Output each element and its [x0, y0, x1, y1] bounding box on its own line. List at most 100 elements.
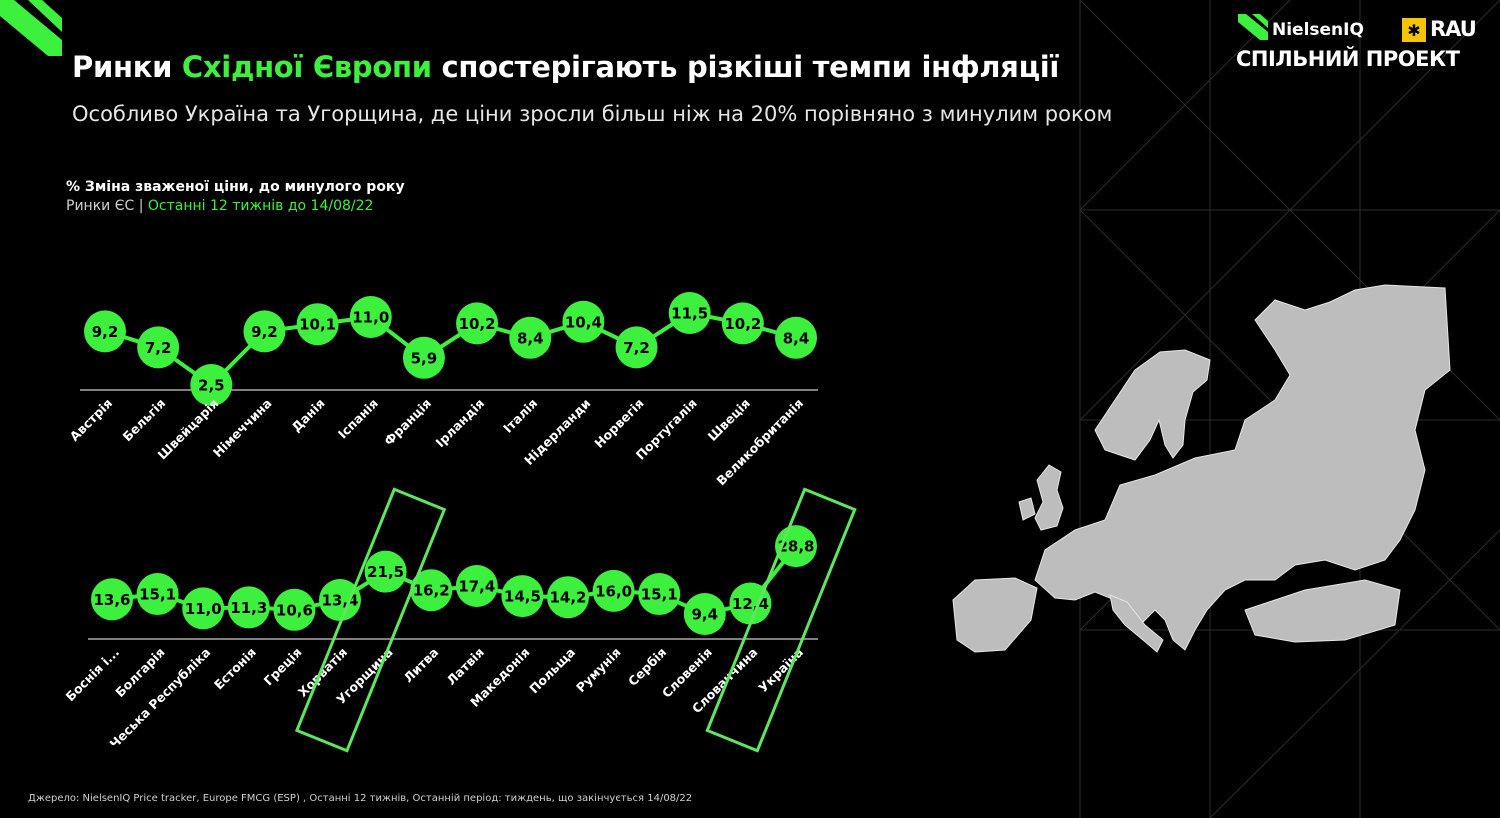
data-label: 9,2 [92, 323, 119, 341]
chart-eastern-europe: 13,6 15,1 11,0 11,3 10,6 13,4 21,5 16,2 17,4 14,5… [62, 487, 857, 753]
data-point [410, 569, 453, 612]
data-point [683, 593, 726, 635]
data-point [243, 310, 286, 353]
category-label: Франція [381, 396, 434, 449]
data-point [562, 300, 605, 343]
data-point [456, 302, 499, 345]
data-point [319, 579, 361, 621]
data-label: 5,9 [411, 349, 438, 367]
data-label: 7,2 [623, 339, 650, 357]
data-point [721, 302, 764, 345]
data-label: 16,0 [595, 582, 632, 600]
data-label: 28,8 [777, 538, 814, 556]
data-label: 10,4 [565, 313, 602, 331]
map-italy [1109, 594, 1164, 653]
title-highlight: Східної Європи [181, 50, 432, 84]
corner-logo [0, 0, 62, 56]
data-point [182, 587, 225, 630]
brand-tagline: СПІЛЬНИЙ ПРОЕКТ [1236, 47, 1460, 71]
title-post: спостерігають різкіші темпи інфляції [431, 50, 1060, 84]
data-point [91, 578, 133, 621]
data-point [136, 573, 179, 616]
data-point [509, 316, 552, 359]
europe-map [952, 284, 1451, 653]
title-pre: Ринки [72, 50, 182, 84]
category-label: Румунія [573, 645, 624, 696]
data-point [137, 326, 180, 369]
data-label: 7,2 [145, 339, 172, 357]
category-label: Австрія [67, 396, 115, 444]
brand-logo-icon [1238, 14, 1268, 40]
map-scandinavia [1094, 349, 1211, 461]
category-label: Польща [526, 645, 578, 697]
highlight-box [705, 487, 857, 753]
data-label: 2,5 [198, 377, 225, 395]
data-point [364, 550, 407, 593]
category-label: Швеція [705, 396, 753, 444]
data-label: 8,4 [517, 329, 544, 347]
chart-subtitle: Ринки ЄС | Останні 12 тижнів до 14/08/22 [66, 198, 373, 214]
svg-text:✱: ✱ [1407, 21, 1420, 40]
data-point [190, 364, 233, 406]
data-point [729, 582, 772, 625]
data-label: 10,2 [724, 315, 761, 333]
data-label: 10,1 [299, 316, 336, 334]
map-iberia [952, 577, 1038, 653]
page-title: Ринки Східної Європи спостерігають різкі… [72, 50, 1059, 84]
chart-sub-period: Останні 12 тижнів до 14/08/22 [147, 198, 374, 214]
category-label: Греція [261, 645, 305, 689]
data-label: 11,0 [185, 600, 222, 618]
category-label: Сербія [625, 645, 669, 689]
data-label: 15,1 [139, 586, 176, 604]
page-subtitle: Особливо Україна та Угорщина, де ціни зр… [72, 102, 1113, 126]
data-point [296, 303, 339, 346]
category-label: Італія [500, 396, 540, 436]
corner-stripe-1 [0, 0, 62, 56]
data-label: 16,2 [413, 582, 450, 600]
data-label: 8,4 [783, 329, 810, 347]
data-point [547, 576, 589, 619]
data-label: 9,4 [692, 606, 719, 624]
corner-stripe-2 [28, 0, 62, 32]
data-label: 13,4 [321, 592, 358, 610]
data-label: 15,1 [641, 586, 678, 604]
data-point [775, 316, 817, 359]
map-continent [1034, 284, 1451, 651]
data-point [638, 573, 681, 616]
data-point [455, 565, 498, 607]
data-point [84, 310, 126, 353]
data-label: 10,2 [459, 315, 496, 333]
map-uk [1034, 464, 1064, 531]
data-label: 14,2 [549, 589, 586, 607]
data-point [615, 326, 658, 369]
data-label: 9,2 [251, 323, 278, 341]
data-label: 10,6 [276, 601, 313, 619]
map-ireland [1018, 497, 1036, 521]
highlight-box [294, 487, 447, 753]
data-label: 11,3 [230, 599, 267, 617]
category-label: Іспанія [335, 396, 381, 442]
data-point [273, 588, 316, 631]
map-turkey [1244, 579, 1401, 643]
data-point [668, 292, 711, 334]
category-label: Норвегія [591, 396, 646, 451]
brand-divider-icon: ✱ [1402, 18, 1426, 42]
series-line [111, 544, 798, 617]
category-label: Бельгія [120, 396, 169, 445]
data-label: 12,4 [732, 595, 769, 613]
data-label: 17,4 [458, 578, 495, 596]
data-point [592, 569, 635, 612]
data-point [501, 575, 544, 618]
category-label: Литва [400, 645, 441, 686]
data-point [402, 336, 445, 379]
data-label: 21,5 [367, 563, 404, 581]
data-label: 13,6 [93, 591, 130, 609]
data-point [227, 586, 270, 629]
chart-western-europe: 9,2 7,2 2,5 9,2 10,1 11,0 5,9 10,2 8,4 10,4 7,2 11,… [67, 292, 818, 488]
data-point [349, 296, 392, 338]
data-label: 11,0 [352, 309, 389, 327]
data-label: 11,5 [671, 305, 708, 323]
category-label: Боснія і... [62, 645, 122, 705]
brand-partner: RAU [1430, 17, 1477, 41]
brand-name: NielsenIQ [1272, 20, 1364, 40]
